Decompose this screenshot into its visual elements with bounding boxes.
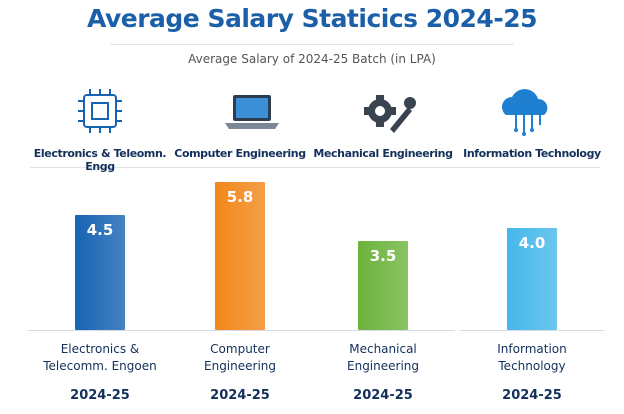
rule bbox=[30, 167, 600, 168]
chart-title: Average Salary Staticics 2024-25 bbox=[87, 4, 538, 33]
value-label: 4.5 bbox=[86, 221, 114, 240]
category-label: Information Technology bbox=[497, 342, 567, 373]
category-label: Mechanical Engineering bbox=[347, 342, 419, 373]
value-label: 3.5 bbox=[369, 246, 397, 265]
value-label: 4.0 bbox=[518, 233, 546, 252]
period-label: 2024-25 bbox=[353, 388, 413, 403]
period-label: 2024-25 bbox=[70, 388, 130, 403]
header-label: Mechanical Engineering bbox=[313, 147, 453, 160]
category-label: Computer Engineering bbox=[204, 342, 276, 373]
baseline bbox=[28, 330, 172, 331]
baseline bbox=[311, 330, 455, 331]
period-label: 2024-25 bbox=[502, 388, 562, 403]
cloud-icon bbox=[502, 89, 548, 136]
header-label: Computer Engineering bbox=[174, 147, 306, 160]
bar bbox=[507, 227, 557, 330]
baseline bbox=[460, 330, 604, 331]
category-label: Electronics & Telecomm. Engoen bbox=[43, 342, 157, 373]
laptop-icon bbox=[225, 95, 279, 129]
value-label: 5.8 bbox=[226, 188, 254, 206]
header-label: Electronics & Teleomn. Engg bbox=[33, 147, 167, 173]
bar bbox=[215, 182, 265, 330]
baseline bbox=[168, 330, 312, 331]
period-label: 2024-25 bbox=[210, 388, 270, 403]
rule bbox=[110, 44, 514, 45]
icons bbox=[78, 89, 548, 136]
gear-icon bbox=[364, 95, 416, 133]
bar bbox=[75, 215, 125, 330]
bar bbox=[358, 240, 408, 330]
chart-subtitle: Average Salary of 2024-25 Batch (in LPA) bbox=[188, 52, 436, 66]
chip-icon bbox=[78, 89, 122, 133]
header-label: Information Technology bbox=[463, 147, 601, 160]
